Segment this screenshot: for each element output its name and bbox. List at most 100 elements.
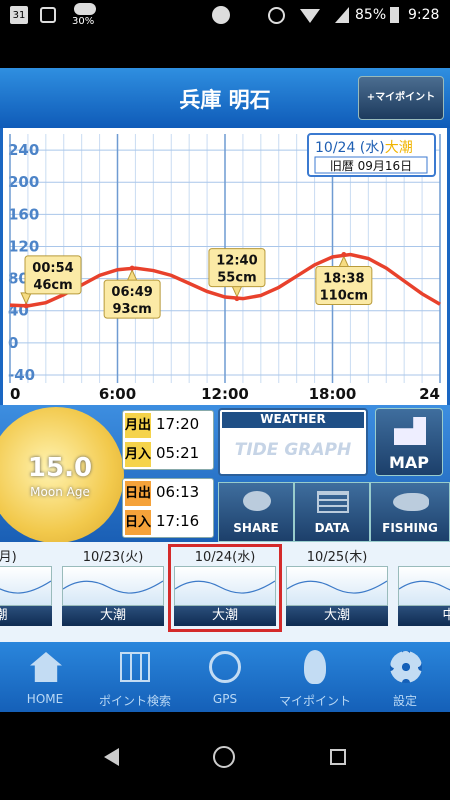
mini-wave [398,580,450,591]
time-value: 17:16 [156,512,200,530]
callout-box [208,248,266,288]
tide-graph-label: TIDE GRAPH [234,440,352,460]
fishing-button[interactable]: FISHING [370,482,450,542]
status-bar: 31 30% 85% 9:28 [0,0,450,32]
home-icon [30,652,62,682]
mini-wave-line [286,580,388,594]
signal-icon [335,7,349,23]
tide-name: 大潮 [385,140,413,156]
moon-times: 月出 17:20 月入 05:21 [122,410,214,470]
nav-gps[interactable]: GPS [180,642,270,712]
selected-frame [168,544,282,632]
y-tick-label: -40 [8,366,35,384]
map-icon [394,417,426,445]
x-tick-label: 0 [10,385,20,403]
nav-mypoint[interactable]: マイポイント [270,642,360,712]
time-value: 17:20 [156,415,200,433]
x-tick-label: 18:00 [309,385,357,403]
title: 兵庫 明石 [179,88,271,112]
day-item[interactable]: 中 [396,542,450,634]
share-button[interactable]: SHARE [218,482,294,542]
mini-wave [0,580,52,594]
tide-time: 06:49 [111,285,152,300]
tide-chart-area: -40 0 40 80 120 160 200 240 0 6:00 12:00 18:00 24 10/… [0,128,450,405]
moon-age-value: 15.0 [27,453,93,483]
nav-label: 設定 [392,694,417,708]
system-nav [0,712,450,800]
tide-time: 12:40 [216,254,257,269]
day-item[interactable]: 10/23(火) 大潮 [60,542,166,634]
tide-point [234,296,240,302]
home-button[interactable] [213,746,235,768]
recents-button[interactable] [330,749,346,765]
back-button[interactable] [104,748,119,766]
moon-age-label: Moon Age [30,485,90,499]
weather-tide-button[interactable]: WEATHER TIDE GRAPH [218,408,368,476]
mini-wave-line [174,580,276,594]
weather-label: WEATHER [222,412,364,428]
day-mini-chart [62,566,164,606]
day-tide: 中 [398,606,450,626]
y-tick-label: 160 [8,205,39,223]
battery-icon [390,7,399,23]
nav-label: GPS [212,692,238,706]
mini-wave-line [62,580,164,594]
nav-settings[interactable]: 設定 [360,642,450,712]
search-icon [120,652,150,682]
data-icon [317,491,349,513]
day-item[interactable]: 2(月) 潮 [0,542,54,634]
y-tick-label: 80 [8,270,29,288]
weather-text: 30% [72,16,95,27]
day-mini-chart [398,566,450,606]
my-point-button[interactable]: +マイポイント [358,76,444,120]
lunar-date: 旧暦 09月16日 [330,159,412,173]
wifi-icon [300,9,320,23]
day-mini-chart [286,566,388,606]
date-text: 10/24 (水)大潮 [315,140,413,156]
callout-box [103,279,161,319]
time-value: 05:21 [156,444,200,462]
time-label: 月出 [125,413,151,438]
mini-wave-line [0,580,52,594]
share-label: SHARE [233,521,279,535]
y-tick-label: 120 [8,237,39,255]
tide-point [23,303,29,309]
mini-wave-line [398,580,450,591]
day-tide: 大潮 [174,606,276,626]
bottom-nav: HOME ポイント検索 GPS マイポイント 設定 [0,642,450,712]
y-tick-label: 200 [8,173,39,191]
day-tide: 大潮 [286,606,388,626]
gps-icon [209,651,241,683]
day-tide: 大潮 [62,606,164,626]
clock: 9:28 [408,7,440,23]
tide-time: 18:38 [323,271,364,286]
callout-box [24,255,82,295]
nav-label: ポイント検索 [98,694,171,708]
data-button[interactable]: DATA [294,482,370,542]
battery-text: 85% [355,7,387,23]
day-date: 10/24(水) [194,550,256,565]
tide-curve [9,252,441,308]
header: 兵庫 明石 +マイポイント [0,68,450,128]
day-item[interactable]: 10/24(水) 大潮 [168,542,282,634]
settings-icon [390,651,422,683]
data-label: DATA [314,521,350,535]
nav-search[interactable]: ポイント検索 [90,642,180,712]
mini-wave [62,580,164,594]
tide-height: 55cm [217,271,256,286]
nav-label: マイポイント [278,694,351,708]
tide-time: 00:54 [32,261,73,276]
time-value: 06:13 [156,483,200,501]
day-item[interactable]: 10/25(木) 大潮 [284,542,390,634]
mini-wave [174,580,276,594]
nav-home[interactable]: HOME [0,642,90,712]
tide-point [129,265,135,271]
share-icon [243,491,271,511]
alarm-icon [268,7,285,24]
info-panel: 15.0 Moon Age 月出 17:20 月入 05:21 日出 06:13 日入… [0,405,450,542]
map-button[interactable]: MAP [375,408,443,476]
lunar-box [314,156,428,174]
callout-box [315,265,373,305]
